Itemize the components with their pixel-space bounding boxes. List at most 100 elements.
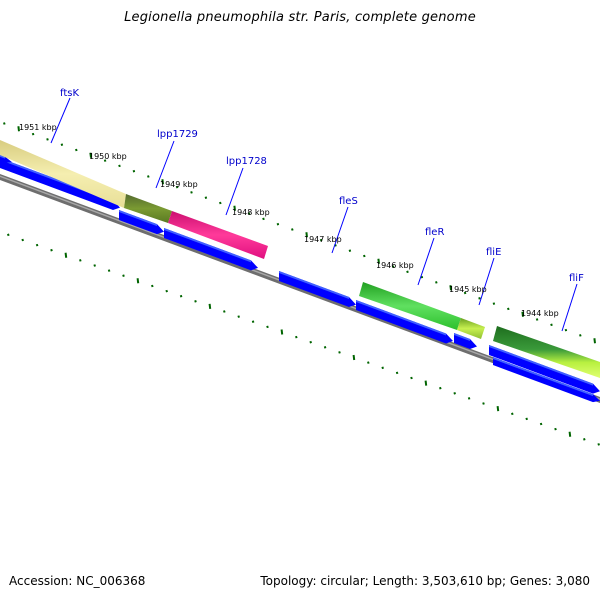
scale-label: 1950 kbp xyxy=(89,152,127,161)
scale-tick xyxy=(449,285,452,291)
scale-tick xyxy=(223,310,226,313)
gene-label-fliF: fliF xyxy=(569,273,584,284)
gene-bar-lpp1729 xyxy=(124,194,172,223)
gene-bar-lpp1728 xyxy=(168,211,268,259)
scale-tick xyxy=(31,132,35,136)
scale-tick xyxy=(50,248,53,252)
scale-tick xyxy=(194,300,197,303)
scale-label: 1947 kbp xyxy=(304,235,342,244)
cds-arrow-highlight xyxy=(164,228,251,263)
scale-tick xyxy=(208,303,212,310)
scale-tick xyxy=(251,320,255,323)
scale-tick xyxy=(118,164,121,168)
scale-tick xyxy=(132,169,136,173)
scale-tick xyxy=(511,412,514,416)
gene-label-lpp1728: lpp1728 xyxy=(226,156,267,167)
scale-tick xyxy=(507,307,510,311)
scale-tick xyxy=(338,351,341,354)
scale-label: 1948 kbp xyxy=(232,208,270,217)
scale-tick xyxy=(568,431,572,437)
scale-tick xyxy=(435,281,438,284)
scale-tick xyxy=(7,233,10,237)
scale-tick xyxy=(323,346,327,349)
scale-tick xyxy=(579,334,582,337)
scale-tick xyxy=(46,138,49,141)
scale-tick xyxy=(60,143,64,146)
scale-tick xyxy=(93,264,96,267)
scale-tick xyxy=(348,249,352,252)
scale-tick xyxy=(424,380,428,386)
cds-arrow-highlight xyxy=(454,333,470,341)
scale-tick xyxy=(89,152,92,158)
scale-tick xyxy=(496,405,500,412)
scale-tick xyxy=(219,201,222,205)
gene-label-line xyxy=(331,206,349,254)
scale-tick xyxy=(247,212,251,215)
scale-tick xyxy=(64,252,68,258)
gene-label-fleR: fleR xyxy=(425,227,444,238)
scale-tick xyxy=(175,185,179,189)
scale-tick xyxy=(161,179,164,185)
scale-tick xyxy=(103,159,107,162)
scale-tick xyxy=(597,443,600,446)
scale-tick xyxy=(406,270,409,274)
scale-tick xyxy=(367,361,370,364)
scale-tick xyxy=(564,328,568,332)
cds-arrow-highlight xyxy=(119,210,157,227)
gene-label-fleS: fleS xyxy=(339,196,358,207)
scale-tick xyxy=(492,302,496,305)
scale-tick xyxy=(410,376,413,380)
cds-arrow-highlight xyxy=(0,154,5,159)
gene-label-line xyxy=(561,283,578,332)
scale-tick xyxy=(381,366,384,370)
scale-tick xyxy=(319,238,323,242)
scale-tick xyxy=(525,417,528,421)
scale-tick xyxy=(266,325,269,329)
scale-tick xyxy=(439,386,442,390)
cds-arrow-highlight xyxy=(356,300,446,336)
scale-tick xyxy=(309,340,312,344)
cds-arrow-highlight xyxy=(279,271,349,300)
scale-tick xyxy=(147,175,150,178)
gene-label-line xyxy=(50,97,71,144)
scale-label: 1951 kbp xyxy=(19,123,57,132)
scale-tick xyxy=(35,243,39,247)
gene-label-line xyxy=(155,140,175,189)
gene-bar-fliE xyxy=(457,318,485,339)
scale-tick xyxy=(204,196,208,199)
gene-bar-ftsK xyxy=(0,140,126,208)
scale-tick xyxy=(79,259,82,262)
map-title: Legionella pneumophila str. Paris, compl… xyxy=(124,10,476,25)
scale-tick xyxy=(179,294,183,298)
cds-arrow-highlight xyxy=(493,357,593,397)
scale-tick xyxy=(276,222,280,226)
scale-tick xyxy=(554,427,557,431)
scale-ticks-inner xyxy=(7,233,600,446)
gene-label-lpp1729: lpp1729 xyxy=(157,129,198,140)
scale-tick xyxy=(482,402,485,405)
scale-tick xyxy=(521,311,524,317)
scale-label: 1944 kbp xyxy=(521,309,559,318)
scale-tick xyxy=(280,329,284,335)
scale-tick xyxy=(17,126,20,132)
scale-tick xyxy=(463,291,467,295)
scale-tick xyxy=(391,265,395,268)
scale-tick xyxy=(593,338,596,344)
scale-tick xyxy=(237,315,240,318)
scale-tick xyxy=(420,275,424,279)
scale-tick xyxy=(305,232,308,238)
scale-tick xyxy=(539,422,543,426)
scale-label: 1945 kbp xyxy=(449,285,487,294)
scale-ticks-outer xyxy=(3,122,596,344)
gene-label-fliE: fliE xyxy=(486,247,501,258)
scale-tick xyxy=(122,274,125,277)
scale-tick xyxy=(21,238,24,242)
scale-tick xyxy=(550,323,553,327)
gene-label-line xyxy=(417,237,435,286)
scale-tick xyxy=(291,228,294,231)
scale-tick xyxy=(467,397,471,400)
gene-label-line xyxy=(478,257,495,306)
gene-label-ftsK: ftsK xyxy=(60,88,79,99)
gene-label-lines xyxy=(50,97,578,332)
